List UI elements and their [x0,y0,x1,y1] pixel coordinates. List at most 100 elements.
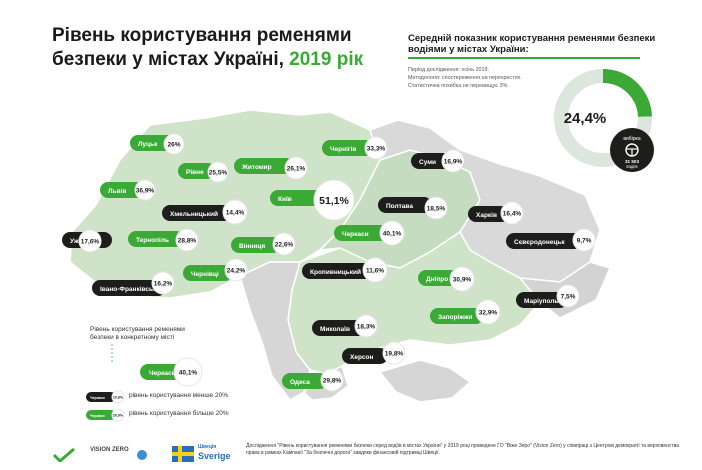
city-name: Запоріжжя [438,313,473,321]
city-рівне: Рівне 25,5% [178,161,229,183]
average-value: 24,4% [564,110,607,127]
city-value: 26% [167,142,180,149]
logo-sweden-text: Sverige [198,451,231,461]
city-value: 36,9% [136,188,155,195]
city-value-circle [313,179,355,221]
map-crimea [378,359,472,403]
city-pill [282,373,328,389]
city-тернопіль: Тернопіль 28,8% [128,228,199,252]
city-value: 7,5% [561,294,576,301]
city-value: 11,6% [366,268,384,275]
legend-low-chip: Черкаси 10,8% [86,390,125,404]
city-value-circle [449,266,475,292]
city-name: Маріуполь [524,297,558,305]
city-name: Чернігів [330,145,356,153]
city-value: 19,8% [385,351,404,358]
city-value: 14,4% [226,210,245,217]
city-value: 18,5% [427,206,446,213]
sample-value: 31 503 [625,159,639,164]
city-value-circle [379,220,405,246]
legend-high-label: рівень користування більше 20% [129,410,229,417]
city-value-circle [284,156,308,180]
city-value-circle [500,201,524,225]
average-rule [408,57,640,59]
city-чернігів: Чернігів 33,3% [322,136,388,160]
footer-text: Дослідження "Рівень користування ременям… [246,443,680,456]
city-черкаси: Черкаси 40,1% [334,220,405,246]
city-pill [506,233,582,249]
city-value: 30,9% [453,277,472,284]
city-value-circle [424,196,448,220]
average-title: Середній показник користування ременями … [408,33,656,55]
city-запоріжжя: Запоріжжя 32,9% [430,299,501,325]
city-вінниця: Вінниця 22,6% [231,232,296,256]
city-name: Рівне [186,168,204,176]
logo-sweden-top: Швеція [198,444,217,450]
sample-label: вибірка [623,136,641,142]
city-pill [128,231,184,247]
city-pill [342,348,388,364]
city-value-circle [222,199,248,225]
city-pill [334,225,390,241]
city-name: Сєвєродонецьк [514,239,565,246]
city-name: Полтава [386,203,413,210]
legend-chip-value: 20,9% [113,414,124,418]
city-value-circle [207,161,229,183]
city-value: 24,2% [227,268,246,275]
city-value: 16,9% [444,159,463,166]
city-name: Одеса [290,379,310,386]
city-name: Черкаси [342,231,369,238]
legend-chip-name: Черкаси [149,370,176,377]
city-value-circle [382,341,406,365]
city-value: 9,7% [577,238,592,245]
city-value-circle [362,257,388,283]
city-value: 33,3% [367,146,386,153]
city-name: Івано-Франківськ [100,285,157,293]
city-markers: Луцьк 26% Рівне 25,5% Житомир 26,1% Чернігів 33… [62,133,596,392]
city-суми: Суми 16,9% [411,149,465,173]
legend-chip-value: 10,8% [113,396,124,400]
city-луцьк: Луцьк 26% [130,133,185,155]
city-pill [302,263,378,279]
page-title: Рівень користування ременями безпеки у м… [52,24,382,72]
city-pill [162,205,234,221]
city-value: 28,8% [178,238,197,245]
legend-title: Рівень користування ременями безпеки в к… [90,326,185,341]
legend-sample: Черкаси 40,1% [140,357,203,387]
city-name: Хмельницький [170,210,218,218]
city-сєвєродонецьк: Сєвєродонецьк 9,7% [506,228,596,252]
city-name: Харків [476,211,497,219]
city-value-circle [354,314,378,338]
average-notes: Період дослідження: осінь 2019. Методоло… [408,66,522,90]
city-value-circle [272,232,296,256]
city-value-circle [475,299,501,325]
city-value: 16,4% [503,211,522,218]
city-value-circle [224,258,248,282]
city-pill [92,280,166,296]
city-миколаїв: Миколаїв 18,3% [312,314,378,338]
city-київ: Київ 51,1% [270,179,355,221]
city-name: Тернопіль [136,236,169,244]
cdr-logo-icon [52,447,75,464]
city-pill [231,237,281,253]
city-pill [312,320,366,336]
city-pill [178,163,216,179]
city-value-circle [78,229,102,253]
city-name: Суми [419,159,436,166]
note-error: Статистична похибка не перевищує 3%. [408,83,509,89]
city-pill [100,182,144,198]
city-name: Вінниця [239,242,265,250]
city-value-circle [151,271,175,295]
city-житомир: Житомир 26,1% [234,156,308,180]
city-дніпро: Дніпро 30,9% [418,266,475,292]
legend-chip-name: Черкаси [90,414,105,418]
sweden-flag-icon [172,446,194,462]
city-value-circle [163,133,185,155]
city-pill [378,197,432,213]
legend-chip-value: 40,1% [179,370,198,377]
city-pill [322,140,376,156]
city-value: 22,6% [275,242,294,249]
map-west [69,109,381,299]
